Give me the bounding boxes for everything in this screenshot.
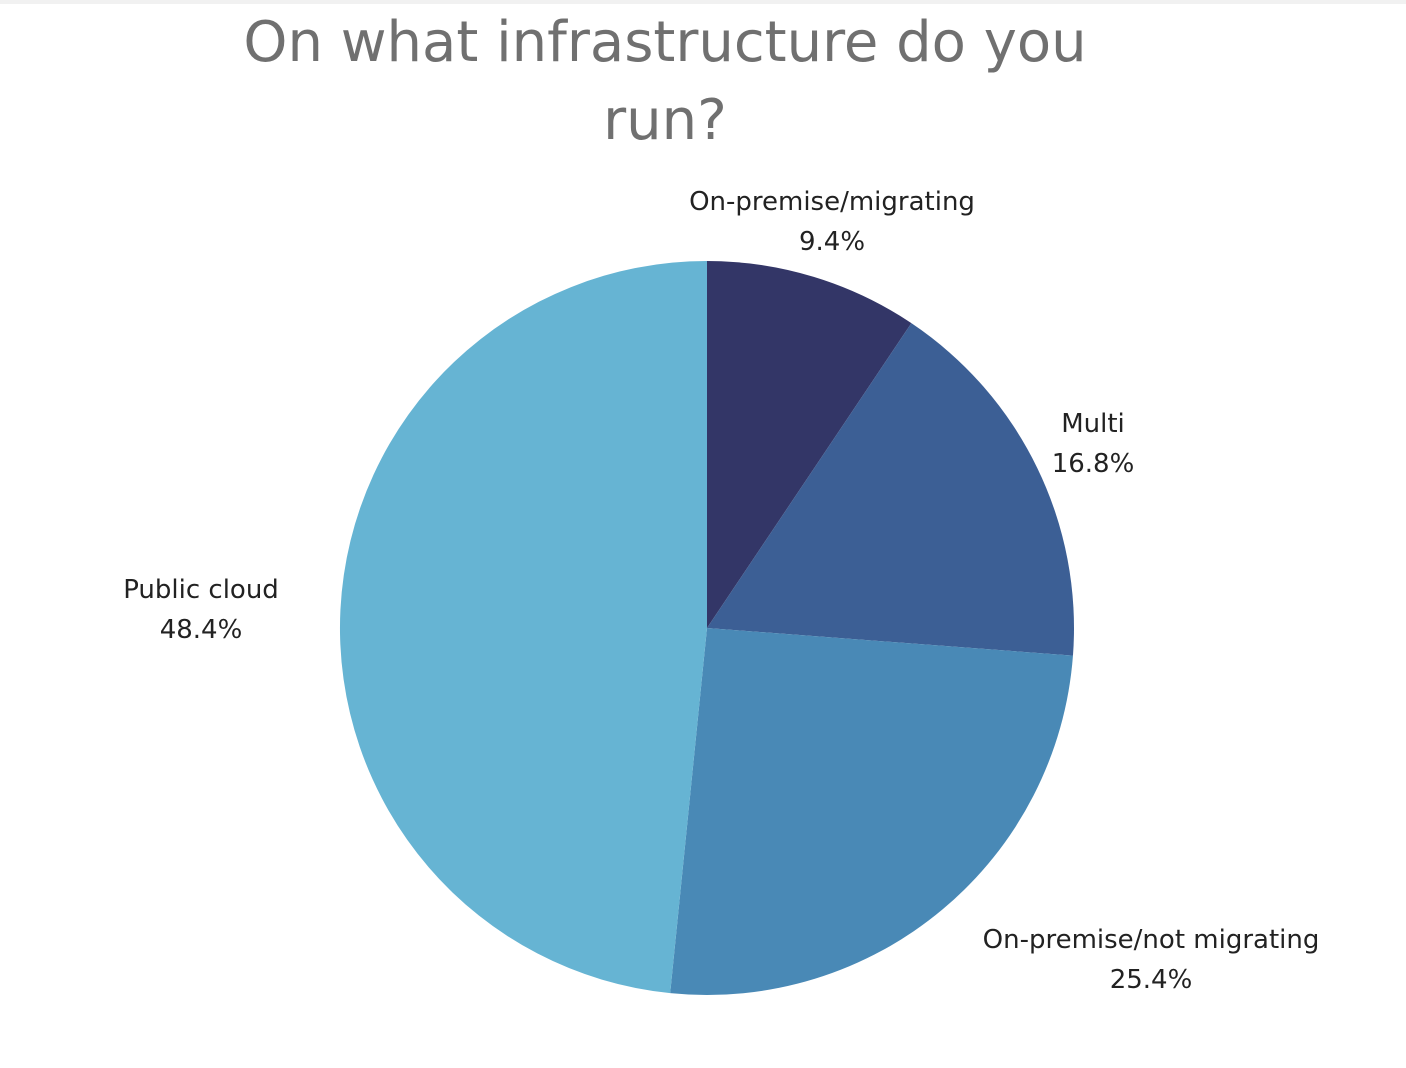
slice-value-public-cloud: 48.4% (160, 615, 243, 645)
pie-slice-public-cloud (339, 260, 707, 994)
slice-label-on-premise-migrating: On-premise/migrating (689, 187, 975, 217)
slice-labels: On-premise/migrating 9.4% Multi 16.8% On-pre… (123, 187, 1319, 995)
top-divider (0, 0, 1406, 4)
pie-slice-on-premise-not-migrating (670, 628, 1073, 996)
slice-label-public-cloud: Public cloud (123, 575, 279, 605)
pie-slice-on-premise-migrating (707, 261, 912, 628)
slice-label-multi: Multi (1061, 409, 1125, 439)
slice-label-on-premise-not-migrating: On-premise/not migrating (983, 925, 1320, 955)
slice-value-on-premise-migrating: 9.4% (799, 227, 865, 257)
pie-slice-multi (707, 323, 1075, 656)
slice-value-on-premise-not-migrating: 25.4% (1110, 965, 1193, 995)
chart-title: On what infrastructure do you run? (243, 10, 1087, 153)
pie-slices (339, 260, 1075, 996)
slice-value-multi: 16.8% (1052, 449, 1135, 479)
